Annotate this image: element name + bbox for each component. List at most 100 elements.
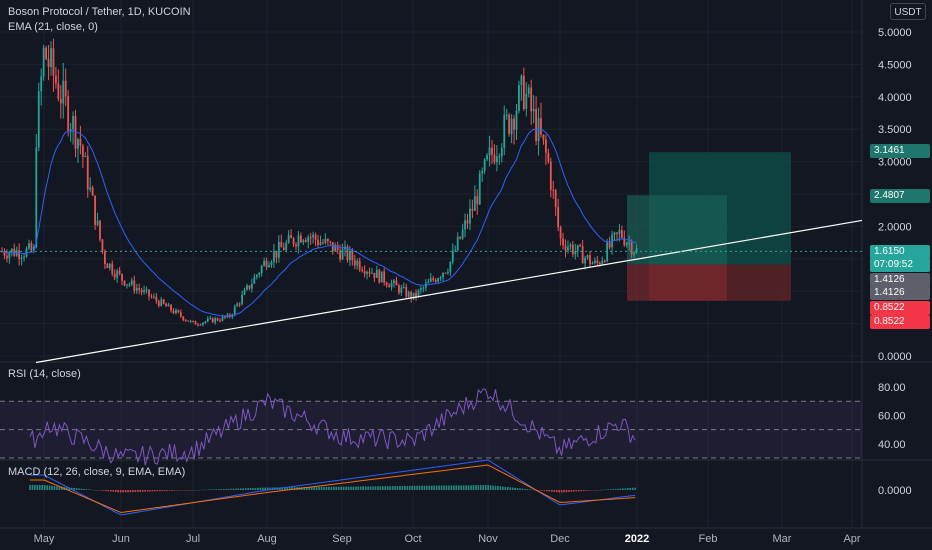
macd-histogram-bar: [114, 490, 117, 492]
macd-histogram-bar: [186, 490, 188, 491]
macd-histogram-bar: [369, 486, 372, 490]
candle-body: [410, 292, 413, 299]
macd-histogram-bar: [448, 485, 450, 490]
macd-histogram-bar: [95, 490, 97, 491]
candle-body: [373, 272, 376, 278]
y-tick-label: 3.0000: [878, 157, 912, 169]
macd-histogram-bar: [389, 486, 391, 490]
macd-histogram-bar: [46, 485, 48, 490]
macd-histogram-bar: [105, 490, 107, 492]
macd-histogram-bar: [484, 485, 487, 490]
macd-histogram-bar: [249, 488, 252, 490]
macd-histogram-bar: [124, 490, 127, 493]
candle-body: [155, 296, 158, 302]
macd-histogram-bar: [631, 487, 634, 490]
rsi-legend[interactable]: RSI (14, close): [8, 368, 81, 380]
ema-legend[interactable]: EMA (21, close, 0): [8, 21, 98, 33]
macd-histogram-bar: [61, 486, 63, 490]
candle-body: [579, 244, 582, 247]
macd-histogram-bar: [502, 486, 504, 490]
macd-histogram-bar: [399, 485, 401, 490]
candle-body: [518, 85, 520, 111]
candle-body: [202, 322, 204, 325]
macd-histogram-bar: [36, 485, 39, 490]
candle-body: [395, 280, 398, 286]
candle-body: [427, 281, 430, 284]
macd-histogram-bar: [198, 489, 200, 491]
candle-body: [466, 220, 469, 224]
candle-body: [219, 320, 221, 322]
candle-body: [189, 320, 192, 322]
candle-body: [221, 316, 224, 321]
macd-histogram-bar: [333, 486, 335, 490]
candle-body: [253, 276, 256, 284]
macd-histogram-bar: [472, 485, 475, 490]
candle-body: [439, 277, 442, 279]
candle-body: [429, 278, 432, 282]
candle-body: [559, 227, 562, 239]
candle-body: [564, 245, 567, 251]
candle-body: [216, 318, 219, 321]
macd-histogram-bar: [565, 490, 568, 493]
macd-histogram-bar: [222, 488, 225, 490]
macd-histogram-bar: [386, 486, 389, 490]
macd-histogram-bar: [48, 485, 51, 490]
macd-histogram-bar: [171, 490, 173, 491]
candle-body: [635, 248, 638, 253]
macd-legend[interactable]: MACD (12, 26, close, 9, EMA, EMA): [8, 466, 186, 478]
macd-histogram-bar: [284, 487, 286, 490]
macd-histogram-bar: [614, 488, 617, 490]
macd-histogram-bar: [337, 486, 340, 490]
candle-body: [99, 220, 101, 240]
candle-body: [101, 239, 104, 252]
macd-histogram-bar: [85, 489, 88, 490]
macd-histogram-bar: [629, 487, 632, 490]
candle-body: [187, 320, 190, 322]
candle-body: [238, 303, 241, 305]
candle-body: [383, 271, 386, 283]
macd-histogram-bar: [80, 488, 83, 490]
macd-histogram-bar: [188, 490, 191, 491]
macd-histogram-bar: [582, 490, 585, 491]
candle-body: [148, 289, 150, 297]
macd-histogram-bar: [580, 490, 583, 492]
candle-body: [520, 75, 523, 86]
candle-body: [557, 207, 560, 228]
macd-histogram-bar: [541, 490, 543, 491]
candle-body: [167, 304, 170, 307]
macd-histogram-bar: [127, 490, 129, 493]
candle-body: [596, 260, 599, 263]
candle-body: [81, 145, 84, 158]
macd-histogram-bar: [56, 486, 58, 490]
candle-body: [449, 261, 452, 273]
candle-body: [530, 87, 533, 112]
candle-body: [498, 156, 501, 158]
macd-histogram-bar: [548, 490, 551, 492]
macd-histogram-bar: [555, 490, 558, 493]
x-tick-label: Sep: [332, 533, 352, 545]
entry-tag-b: 1.4126: [870, 286, 930, 300]
macd-histogram-bar: [286, 487, 289, 490]
macd-histogram-bar: [612, 489, 614, 490]
last-price-tag: 1.6150: [870, 245, 930, 259]
candle-body: [89, 187, 92, 190]
candle-body: [417, 290, 420, 297]
macd-histogram-bar: [477, 485, 480, 490]
macd-histogram-bar: [107, 490, 110, 492]
macd-histogram-bar: [531, 489, 534, 491]
macd-histogram-bar: [320, 486, 323, 490]
macd-histogram-bar: [394, 486, 396, 490]
candle-body: [28, 243, 30, 249]
macd-histogram-bar: [159, 490, 161, 492]
currency-button[interactable]: USDT: [890, 3, 926, 20]
macd-histogram-bar: [347, 486, 350, 490]
candle-body: [500, 147, 503, 157]
macd-histogram-bar: [367, 486, 369, 490]
macd-histogram-bar: [193, 489, 195, 491]
candle-body: [613, 232, 616, 235]
candle-body: [55, 75, 57, 84]
candle-body: [246, 285, 248, 290]
macd-histogram-bar: [137, 490, 139, 492]
macd-tick-label: 0.0000: [878, 485, 912, 497]
